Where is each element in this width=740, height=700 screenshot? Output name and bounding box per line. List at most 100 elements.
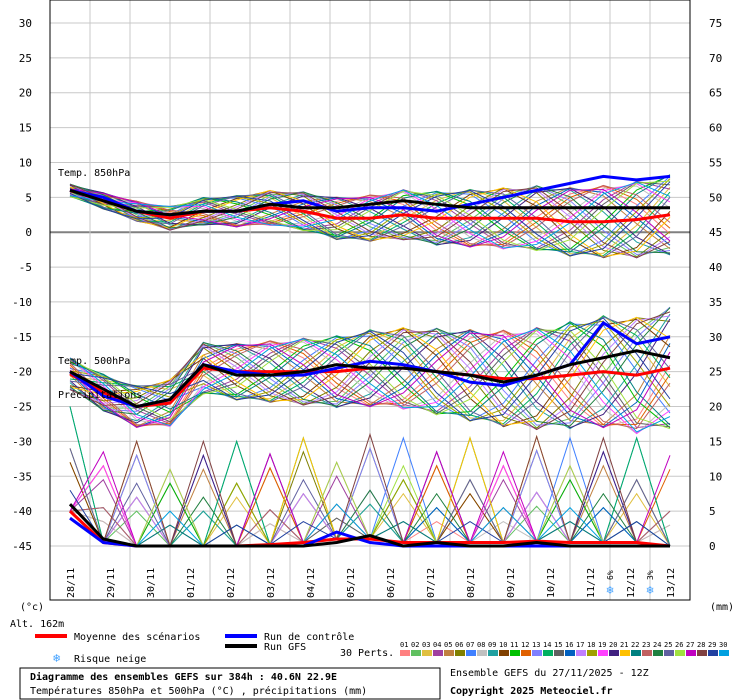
left-tick-label: -30	[12, 435, 32, 448]
right-tick-label: 25	[709, 366, 722, 379]
perturbation-swatch	[576, 650, 586, 656]
perturbation-line-t850	[69, 184, 671, 248]
left-tick-label: 25	[19, 52, 32, 65]
series-line-t500	[69, 349, 671, 409]
perturbation-swatch	[554, 650, 564, 656]
perturbation-line-t850	[69, 189, 671, 258]
perturbation-line-t500	[69, 306, 671, 426]
right-tick-label: 15	[709, 435, 722, 448]
right-tick-label: 35	[709, 296, 722, 309]
perturbation-swatch	[411, 650, 421, 656]
perturbation-swatch	[609, 650, 619, 656]
series-line-t850	[69, 188, 670, 217]
right-tick-label: 10	[709, 470, 722, 483]
perturbation-line-t500	[69, 316, 671, 426]
perturbation-label: 04	[433, 641, 441, 649]
perturbation-swatch	[400, 650, 410, 656]
copyright: Copyright 2025 Meteociel.fr	[450, 685, 613, 697]
perturbation-swatch	[433, 650, 443, 656]
perturbation-line-t850	[69, 180, 671, 252]
footer-subtitle: Températures 850hPa et 500hPa (°C) , pré…	[30, 685, 367, 697]
x-tick-label: 01/12	[186, 568, 197, 598]
footer-title: Diagramme des ensembles GEFS sur 384h : …	[30, 671, 337, 683]
right-tick-label: 70	[709, 52, 722, 65]
left-unit: (°c)	[20, 602, 44, 613]
footer-box	[19, 667, 441, 700]
left-tick-label: -40	[12, 505, 32, 518]
perturbation-swatch	[543, 650, 553, 656]
perturbation-swatch	[444, 650, 454, 656]
perturbation-line-t500	[69, 332, 671, 429]
perturbation-label: 11	[510, 641, 518, 649]
left-tick-label: 30	[19, 17, 32, 30]
perturbation-label: 15	[554, 641, 562, 649]
perturbation-line-t500	[69, 317, 671, 422]
perturbation-label: 26	[675, 641, 683, 649]
perturbation-swatch	[521, 650, 531, 656]
perturbation-swatch	[708, 650, 718, 656]
perturbation-label: 19	[598, 641, 606, 649]
perturbation-swatch	[499, 650, 509, 656]
perturbation-label: 16	[565, 641, 573, 649]
perturbation-swatch	[642, 650, 652, 656]
snow-marker-icon: ❄	[606, 583, 613, 597]
perturbation-label: 08	[477, 641, 485, 649]
perturbation-label: 02	[411, 641, 419, 649]
legend-control-label: Run de contrôle	[264, 631, 354, 643]
right-tick-label: 50	[709, 191, 722, 204]
left-tick-label: -45	[12, 540, 32, 553]
right-tick-label: 60	[709, 122, 722, 135]
x-tick-label: 02/12	[226, 568, 237, 598]
left-tick-label: -20	[12, 366, 32, 379]
left-tick-label: -10	[12, 296, 32, 309]
perturbation-swatch	[587, 650, 597, 656]
perturbation-swatch	[532, 650, 542, 656]
perturbation-line-t500	[69, 318, 671, 428]
snow-marker-icon: ❄	[646, 583, 653, 597]
perturbation-swatch	[488, 650, 498, 656]
perturbation-label: 29	[708, 641, 716, 649]
perturbation-line-t500	[69, 322, 671, 429]
x-tick-label: 04/12	[306, 568, 317, 598]
left-tick-label: -25	[12, 401, 32, 414]
label-t850: Temp. 850hPa	[58, 168, 130, 179]
x-tick-label: 09/12	[506, 568, 517, 598]
left-tick-label: 15	[19, 122, 32, 135]
perturbation-label: 12	[521, 641, 529, 649]
run-info: Ensemble GEFS du 27/11/2025 - 12Z	[450, 668, 649, 679]
x-tick-label: 28/11	[66, 568, 77, 598]
series-line-precip	[68, 503, 670, 548]
perturbation-line-t500	[69, 330, 671, 428]
left-tick-label: 5	[25, 191, 32, 204]
perturbation-label: 13	[532, 641, 540, 649]
altitude-label: Alt. 162m	[10, 619, 64, 630]
perturbation-legend: 01 02 03 04 05 06 07 08 09 10 11 12 13 14 15 16 17 18 19 20…	[400, 641, 729, 656]
perturbation-line-t500	[69, 321, 671, 426]
right-tick-label: 5	[709, 505, 716, 518]
perturbation-swatch	[477, 650, 487, 656]
perturbation-label: 05	[444, 641, 452, 649]
perturbation-line-t500	[69, 307, 671, 427]
legend-gfs-label: Run GFS	[264, 642, 306, 653]
perturbation-label: 07	[466, 641, 474, 649]
perturbation-line-t850	[69, 183, 671, 255]
left-tick-label: -15	[12, 331, 32, 344]
perturbation-line-t500	[69, 329, 671, 430]
x-tick-label: 06/12	[386, 568, 397, 598]
snow-percent-label: 6%	[606, 570, 615, 580]
perturbation-line-t500	[69, 328, 671, 433]
perturbation-label: 30	[719, 641, 727, 649]
perturbation-label: 10	[499, 641, 507, 649]
perturbation-label: 14	[543, 641, 551, 649]
perturbation-count: 30 Perts.	[340, 648, 394, 659]
left-tick-label: -5	[19, 261, 32, 274]
perturbation-swatch	[598, 650, 608, 656]
perturbation-swatch	[686, 650, 696, 656]
perturbation-label: 25	[664, 641, 672, 649]
x-tick-label: 05/12	[346, 568, 357, 598]
right-tick-label: 45	[709, 226, 722, 239]
perturbation-label: 20	[609, 641, 617, 649]
x-tick-label: 29/11	[106, 568, 117, 598]
x-tick-label: 13/12	[666, 568, 677, 598]
perturbation-label: 09	[488, 641, 496, 649]
